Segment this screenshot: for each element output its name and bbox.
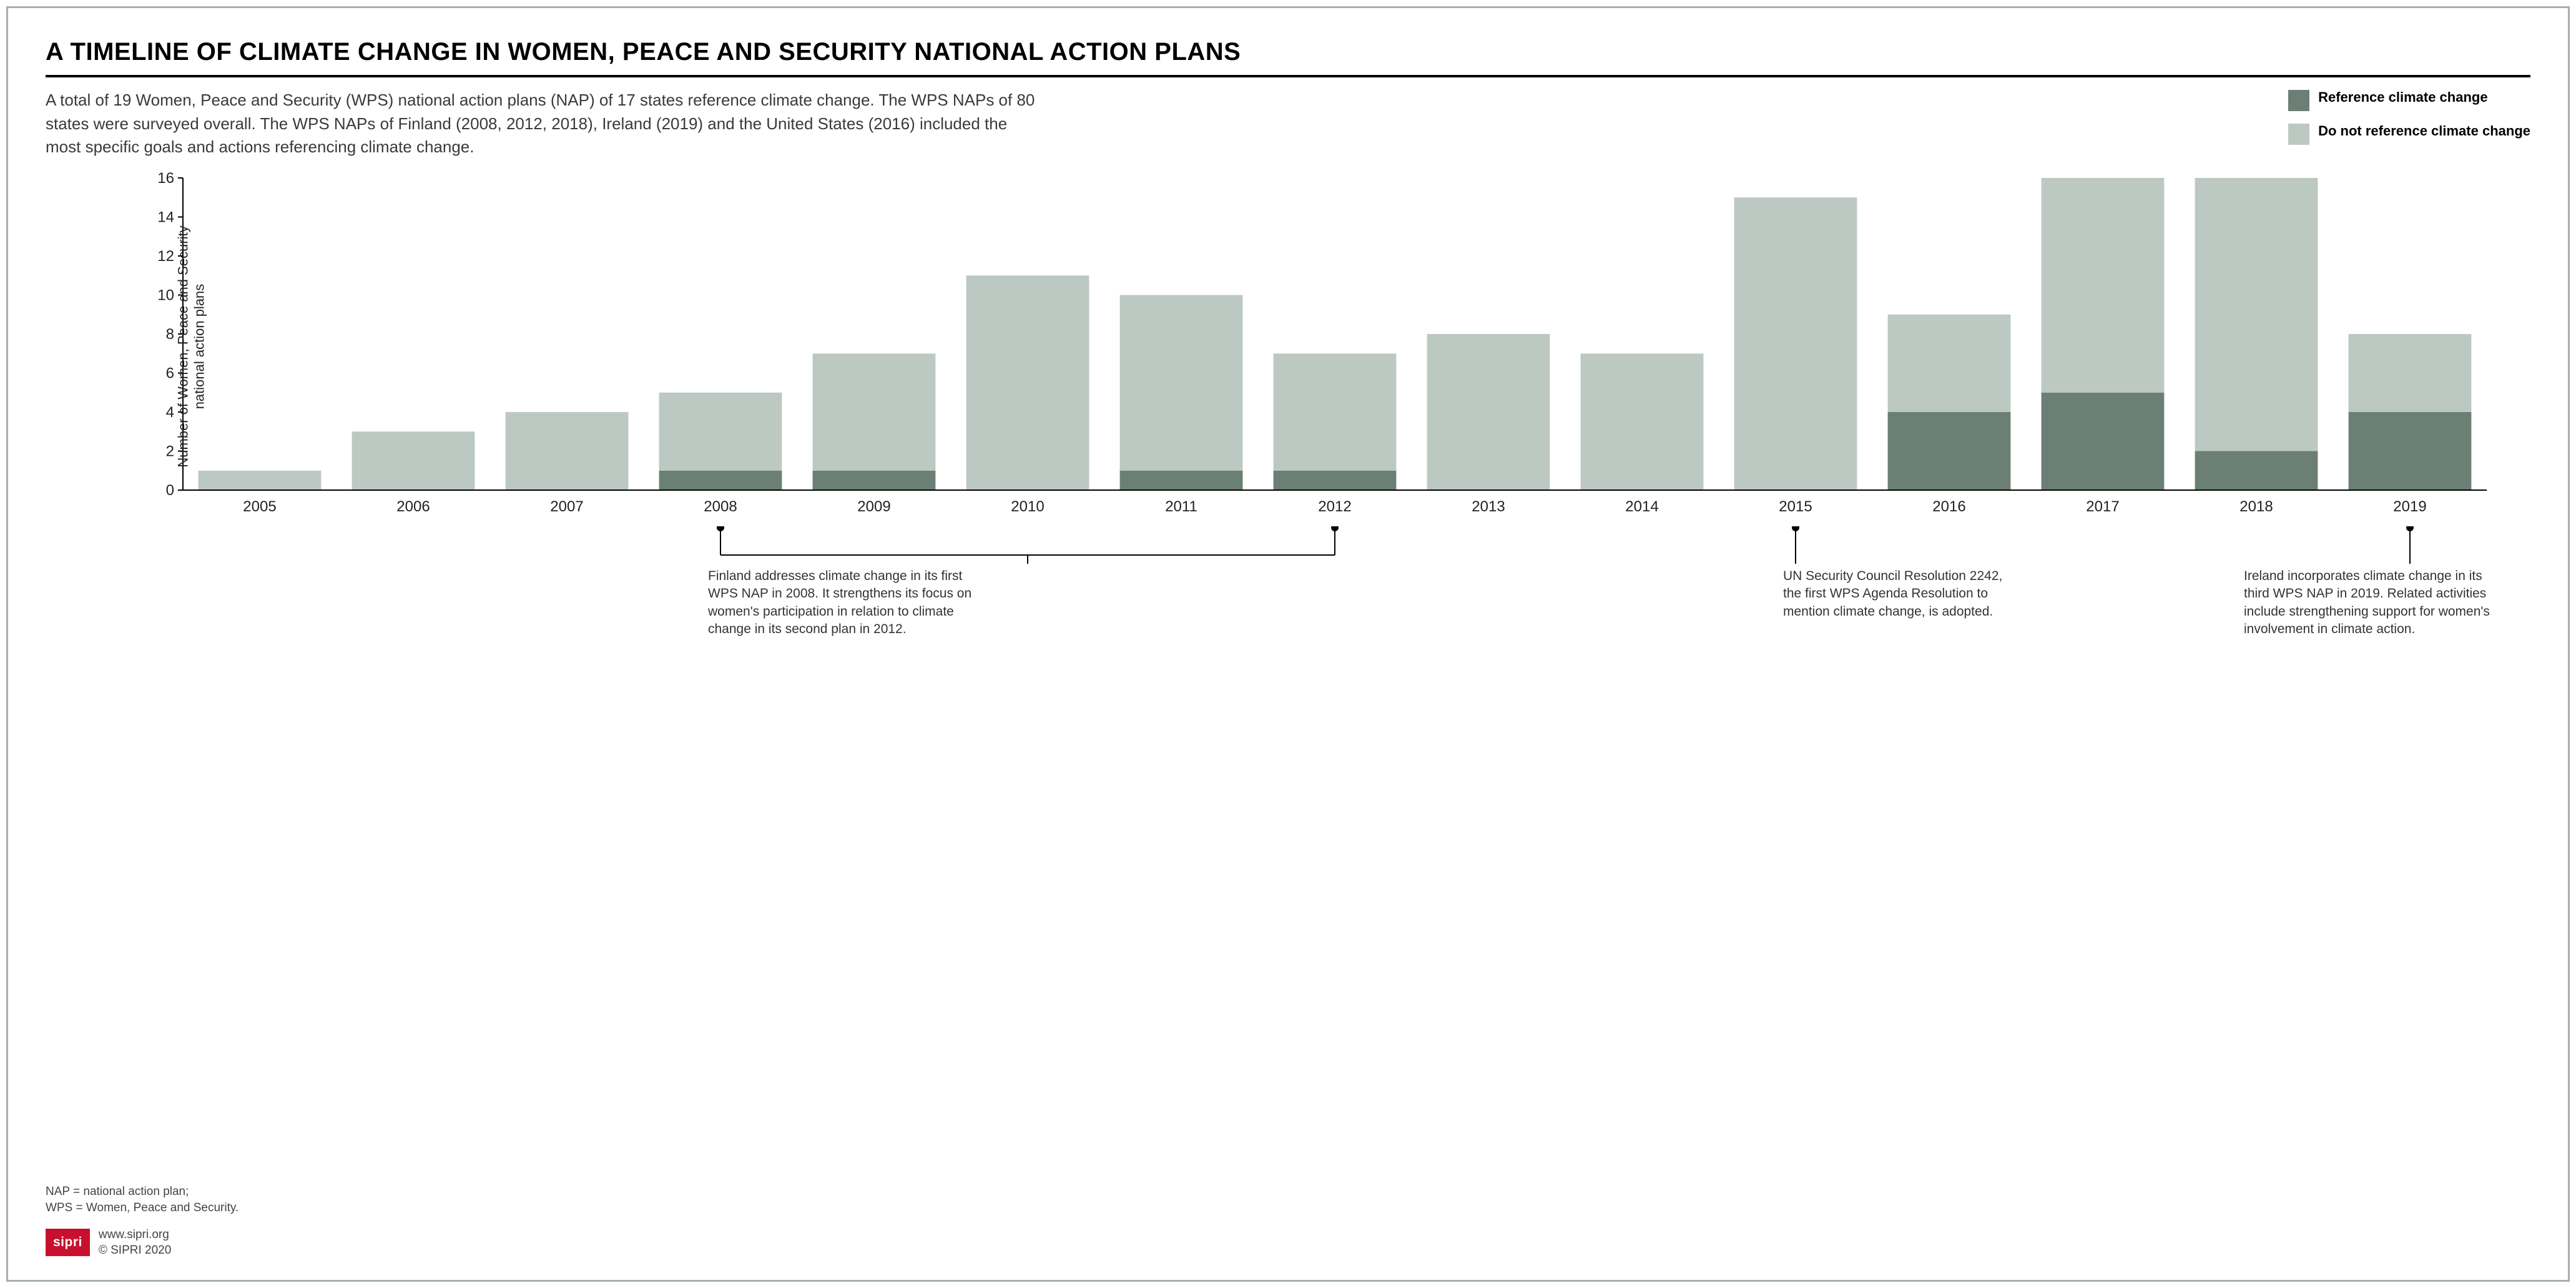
svg-text:2016: 2016 bbox=[1932, 498, 1965, 515]
bar-noref bbox=[1581, 353, 1704, 490]
bar-noref bbox=[2042, 178, 2165, 393]
header-row: A total of 19 Women, Peace and Security … bbox=[46, 89, 2530, 159]
svg-text:2009: 2009 bbox=[857, 498, 890, 515]
bar-noref bbox=[966, 275, 1089, 490]
y-axis-label-line1: Number of Women, Peace and Security bbox=[175, 225, 191, 467]
legend-label-noref: Do not reference climate change bbox=[2318, 122, 2530, 140]
chart-area: Number of Women, Peace and Security nati… bbox=[145, 172, 2493, 521]
chart-subtitle: A total of 19 Women, Peace and Security … bbox=[46, 89, 1045, 159]
svg-text:2014: 2014 bbox=[1625, 498, 1658, 515]
glossary-line1: NAP = national action plan; bbox=[46, 1184, 238, 1201]
svg-text:2017: 2017 bbox=[2086, 498, 2119, 515]
bar-ref bbox=[1274, 471, 1397, 490]
bar-noref bbox=[659, 393, 782, 471]
sipri-logo: sipri bbox=[46, 1229, 90, 1256]
svg-text:2012: 2012 bbox=[1318, 498, 1351, 515]
svg-text:0: 0 bbox=[166, 482, 174, 499]
bar-ref bbox=[1888, 412, 2011, 490]
svg-text:16: 16 bbox=[157, 172, 174, 187]
svg-text:4: 4 bbox=[166, 404, 174, 421]
bar-ref bbox=[659, 471, 782, 490]
svg-text:2015: 2015 bbox=[1779, 498, 1812, 515]
bar-noref bbox=[199, 471, 322, 490]
y-axis-label: Number of Women, Peace and Security nati… bbox=[175, 225, 208, 467]
bar-noref bbox=[1427, 334, 1550, 490]
bar-noref bbox=[1120, 295, 1243, 471]
svg-text:2005: 2005 bbox=[243, 498, 276, 515]
legend-swatch-ref bbox=[2288, 90, 2309, 111]
svg-text:2007: 2007 bbox=[550, 498, 583, 515]
annotation-text: UN Security Council Resolution 2242, the… bbox=[1783, 568, 2020, 621]
svg-text:2006: 2006 bbox=[396, 498, 430, 515]
svg-text:14: 14 bbox=[157, 209, 174, 226]
bar-noref bbox=[352, 431, 475, 490]
annotation-text: Ireland incorporates climate change in i… bbox=[2244, 568, 2506, 638]
bar-noref bbox=[1888, 315, 2011, 412]
svg-text:2011: 2011 bbox=[1165, 498, 1197, 515]
source-url: www.sipri.org bbox=[99, 1227, 171, 1243]
bar-noref bbox=[1734, 197, 1857, 490]
source-copyright: © SIPRI 2020 bbox=[99, 1242, 171, 1259]
svg-text:2010: 2010 bbox=[1011, 498, 1044, 515]
bar-noref bbox=[2195, 178, 2318, 451]
bar-ref bbox=[813, 471, 936, 490]
bar-ref bbox=[1120, 471, 1243, 490]
source-text: www.sipri.org © SIPRI 2020 bbox=[99, 1227, 171, 1259]
svg-text:2008: 2008 bbox=[704, 498, 737, 515]
bar-chart-svg: 0 2 4 6 8 10 12 14 16 2005 2006 2007 2008 2009 2010 201… bbox=[145, 172, 2493, 521]
chart-title: A TIMELINE OF CLIMATE CHANGE IN WOMEN, P… bbox=[46, 38, 2530, 77]
legend-swatch-noref bbox=[2288, 124, 2309, 145]
svg-text:12: 12 bbox=[157, 248, 174, 265]
bar-ref bbox=[2349, 412, 2472, 490]
annotation-connectors-svg bbox=[145, 526, 2493, 657]
svg-text:8: 8 bbox=[166, 326, 174, 343]
svg-text:2019: 2019 bbox=[2393, 498, 2426, 515]
glossary-line2: WPS = Women, Peace and Security. bbox=[46, 1200, 238, 1217]
chart-frame: A TIMELINE OF CLIMATE CHANGE IN WOMEN, P… bbox=[6, 6, 2570, 1282]
bar-noref bbox=[506, 412, 629, 490]
svg-text:6: 6 bbox=[166, 365, 174, 382]
bar-noref bbox=[2349, 334, 2472, 412]
footer: NAP = national action plan; WPS = Women,… bbox=[46, 1184, 238, 1259]
svg-text:10: 10 bbox=[157, 287, 174, 304]
bar-noref bbox=[813, 353, 936, 471]
annotations-area: Finland addresses climate change in its … bbox=[145, 526, 2493, 657]
bar-noref bbox=[1274, 353, 1397, 471]
glossary: NAP = national action plan; WPS = Women,… bbox=[46, 1184, 238, 1217]
y-axis-label-line2: national action plans bbox=[192, 284, 207, 410]
bar-ref bbox=[2195, 451, 2318, 491]
legend: Reference climate change Do not referenc… bbox=[2288, 89, 2530, 145]
source-row: sipri www.sipri.org © SIPRI 2020 bbox=[46, 1227, 238, 1259]
legend-item-noref: Do not reference climate change bbox=[2288, 122, 2530, 145]
svg-text:2018: 2018 bbox=[2239, 498, 2273, 515]
legend-label-ref: Reference climate change bbox=[2318, 89, 2487, 106]
svg-text:2: 2 bbox=[166, 443, 174, 460]
svg-text:2013: 2013 bbox=[1472, 498, 1505, 515]
bar-ref bbox=[2042, 393, 2165, 490]
annotation-text: Finland addresses climate change in its … bbox=[708, 568, 995, 638]
legend-item-ref: Reference climate change bbox=[2288, 89, 2530, 111]
